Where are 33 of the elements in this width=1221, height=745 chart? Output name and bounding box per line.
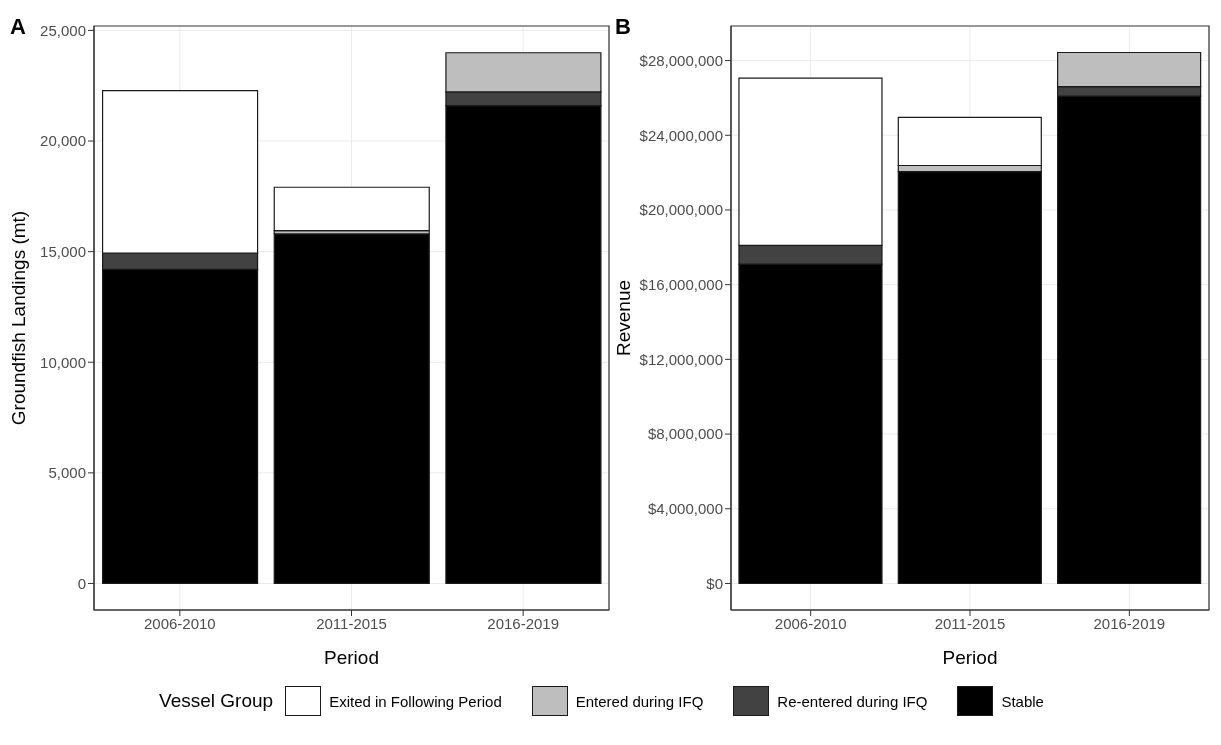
y-tick-label: $0 [706,574,723,592]
y-tick-label: 15,000 [40,242,86,260]
legend-title: Vessel Group [159,690,274,712]
y-axis-title: Revenue [612,279,634,357]
x-axis-title: Period [324,647,379,668]
y-tick-label: 25,000 [40,21,86,39]
y-tick-label: $28,000,000 [639,51,723,69]
y-axis-title: Groundfish Landings (mt) [7,210,29,426]
x-tick-label: 2006-2010 [143,614,216,632]
y-tick-label: $4,000,000 [647,500,723,518]
legend-label: Exited in Following Period [329,692,502,710]
bar [273,186,430,232]
y-tick-label: $8,000,000 [647,425,723,443]
chart-title: A [10,14,26,40]
y-tick-label: $20,000,000 [639,201,723,219]
legend-label: Entered during IFQ [575,692,704,710]
y-tick-label: $12,000,000 [639,350,723,368]
y-tick-label: 20,000 [40,132,86,150]
y-tick-label: 5,000 [48,464,86,482]
y-tick-label: 0 [77,574,86,592]
x-tick-label: 2011-2015 [316,614,387,632]
bar [273,233,430,585]
chart-title: B [615,14,631,40]
x-tick-label: 2011-2015 [934,614,1006,632]
x-axis-title: Period [942,647,998,668]
y-tick-label: $24,000,000 [639,126,723,144]
legend-label: Stable [1001,692,1044,710]
legend-label: Re-entered during IFQ [777,692,928,710]
x-tick-label: 2006-2010 [774,614,847,632]
y-tick-label: 10,000 [40,353,86,371]
x-tick-label: 2016-2019 [487,614,560,632]
y-tick-label: $16,000,000 [639,275,723,293]
x-tick-label: 2016-2019 [1093,614,1166,632]
